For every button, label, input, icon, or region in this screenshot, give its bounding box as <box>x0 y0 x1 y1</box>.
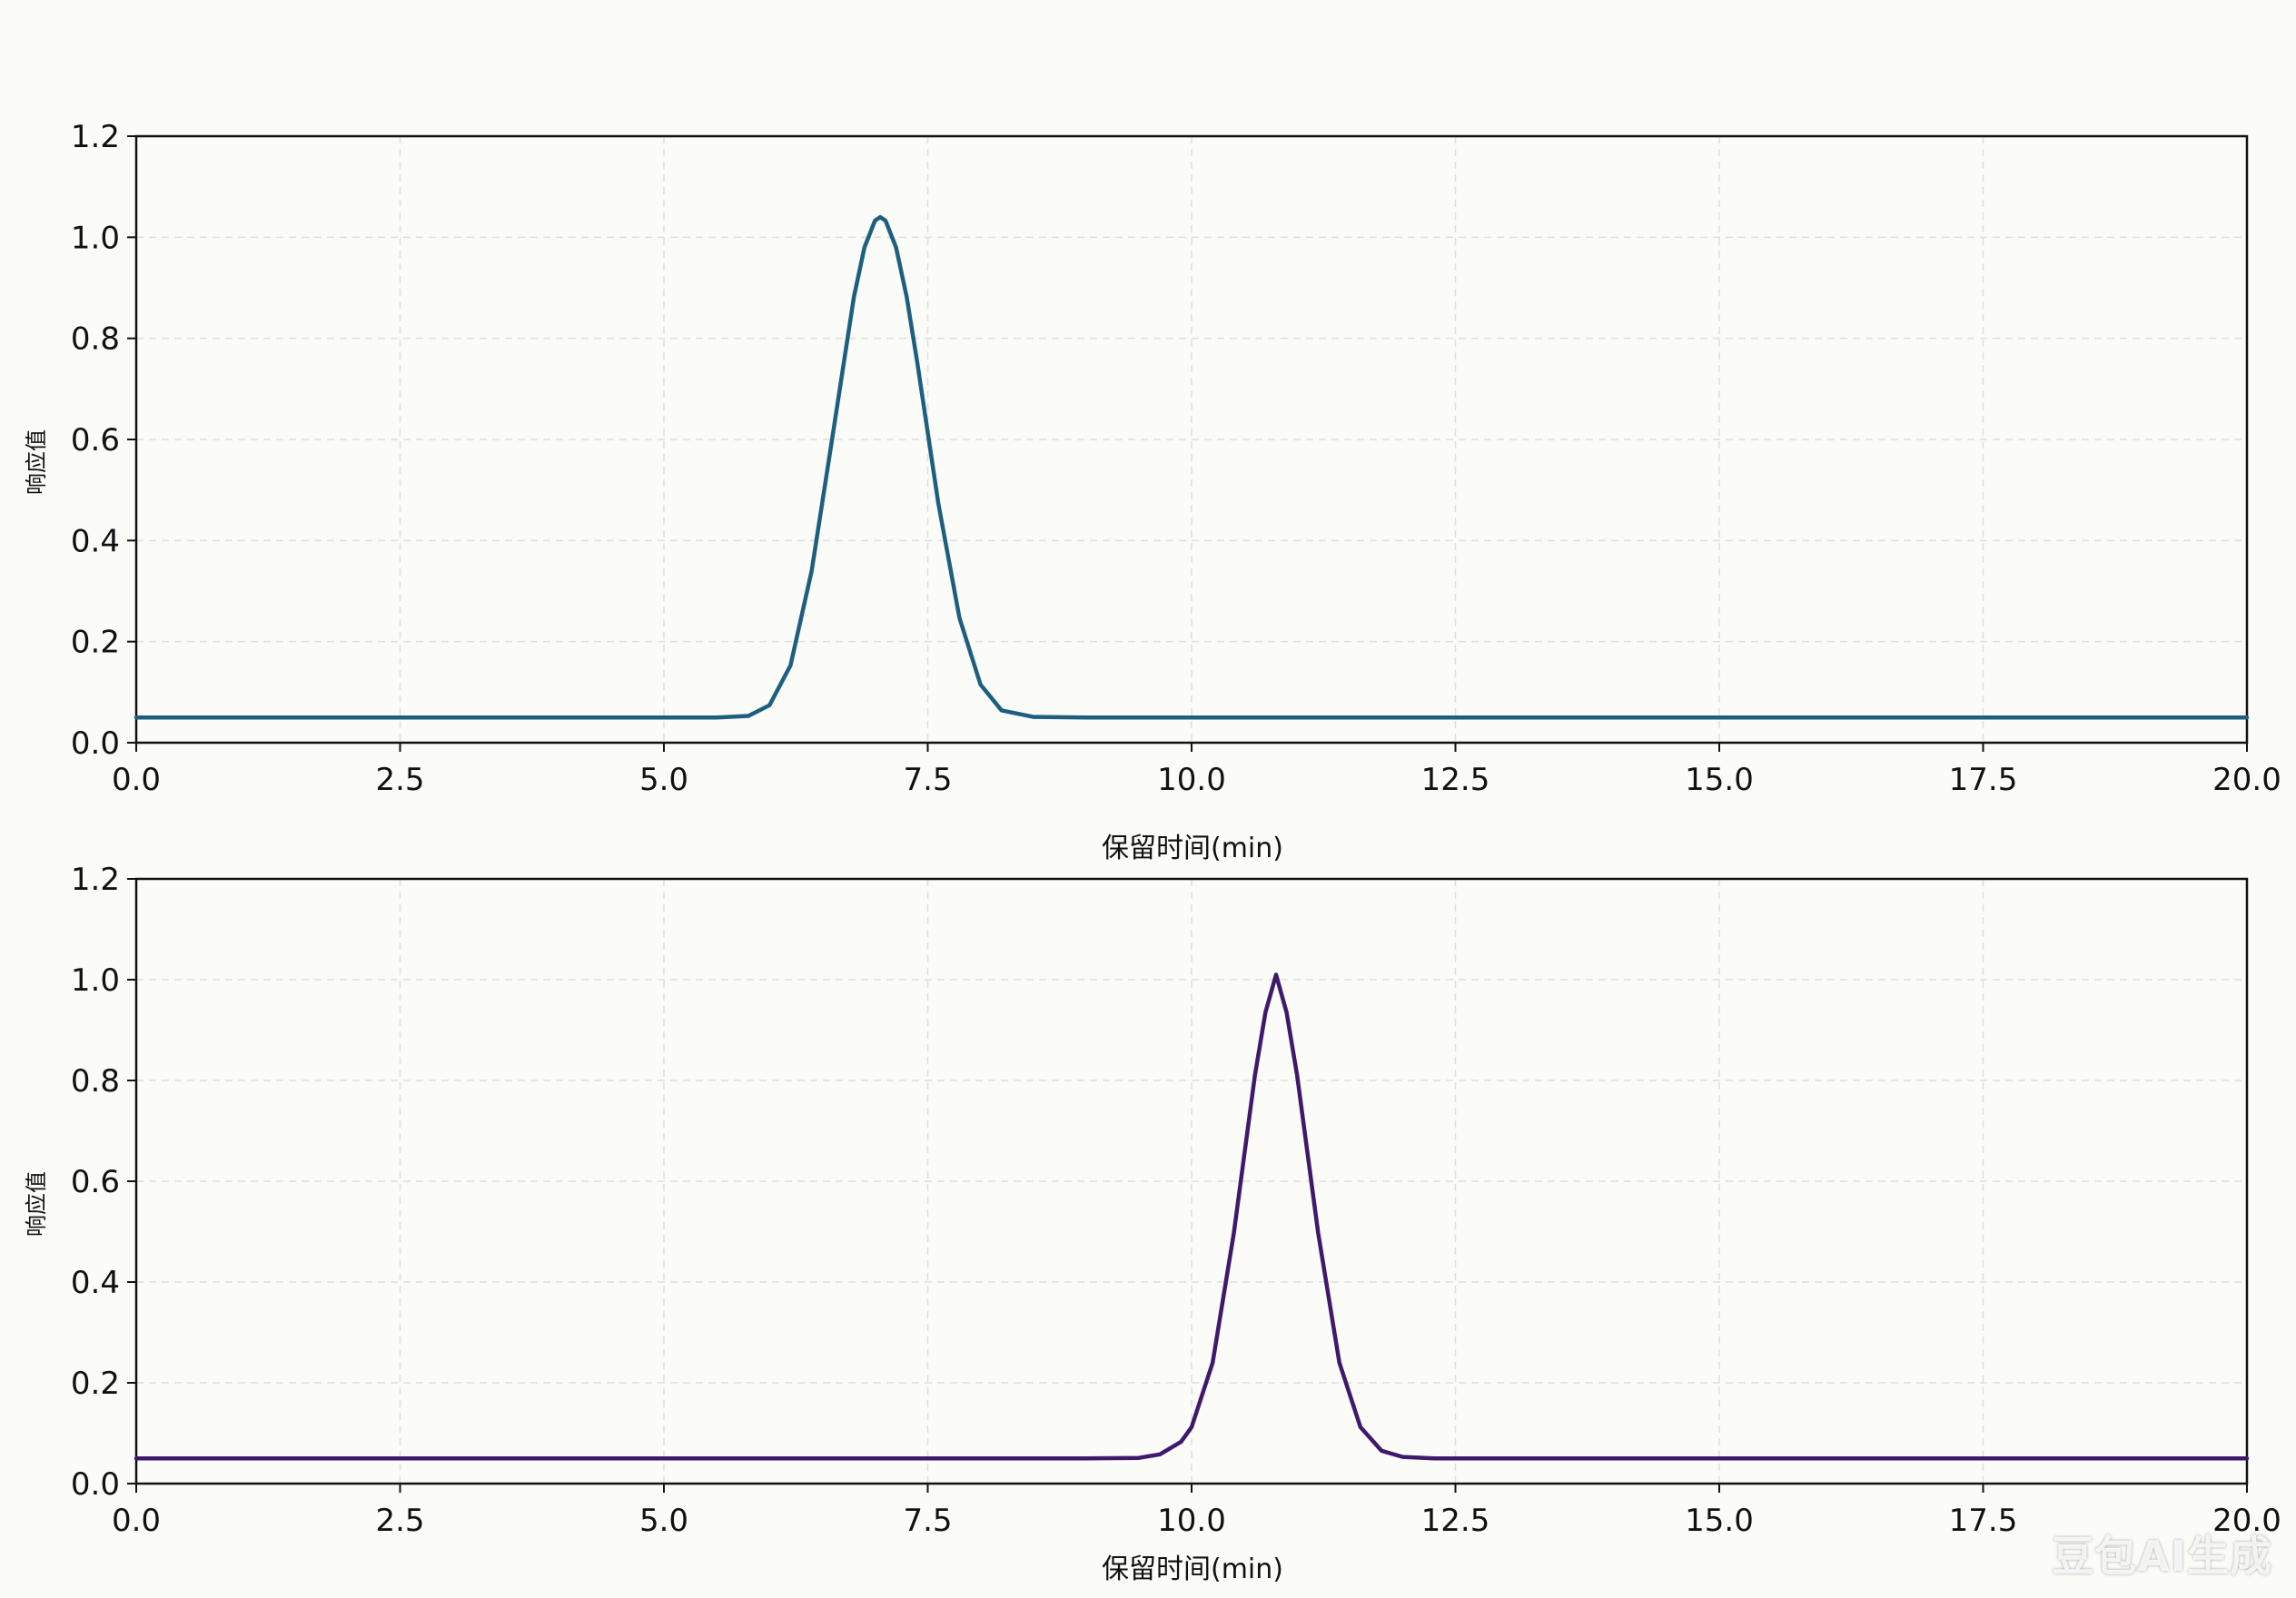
x-tick-label: 17.5 <box>1949 762 2018 798</box>
x-tick-label: 5.0 <box>639 1503 688 1539</box>
series-line <box>134 972 2250 1461</box>
chart-top: 0.0 2.5 5.0 7.5 10.0 12.5 15.0 17.5 20.0 0.0 0.2 0.… <box>24 119 2281 864</box>
x-tick-label: 15.0 <box>1685 762 1754 798</box>
y-tick-label: 1.2 <box>71 119 120 155</box>
y-tick-label: 0.8 <box>71 321 120 358</box>
x-tick-label: 2.5 <box>375 762 424 798</box>
y-tick-label: 0.4 <box>71 1265 120 1301</box>
x-axis-title: 保留时间(min) <box>1102 833 1283 864</box>
y-tick-label: 0.0 <box>71 725 120 762</box>
x-tick-label: 10.0 <box>1157 1503 1226 1539</box>
x-tick-label: 5.0 <box>639 762 688 798</box>
x-tick-label: 12.5 <box>1421 762 1490 798</box>
y-tick-label: 0.0 <box>71 1466 120 1503</box>
y-tick-label: 0.6 <box>71 422 120 459</box>
y-tick-label: 0.2 <box>71 1366 120 1402</box>
x-tick-label: 10.0 <box>1157 762 1226 798</box>
series-line <box>134 214 2250 720</box>
x-tick-label: 7.5 <box>903 1503 952 1539</box>
x-tick-label: 15.0 <box>1685 1503 1754 1539</box>
x-axis-title: 保留时间(min) <box>1102 1554 1283 1585</box>
y-tick-label: 0.6 <box>71 1164 120 1200</box>
y-tick-label: 0.4 <box>71 523 120 559</box>
y-tick-label: 0.8 <box>71 1063 120 1100</box>
x-tick-label: 12.5 <box>1421 1503 1490 1539</box>
y-axis-title: 响应值 <box>24 429 49 495</box>
y-tick-label: 1.0 <box>71 220 120 256</box>
x-tick-label: 17.5 <box>1949 1503 2018 1539</box>
y-tick-label: 1.0 <box>71 962 120 999</box>
x-tick-label: 2.5 <box>375 1503 424 1539</box>
y-tick-label: 1.2 <box>71 862 120 898</box>
x-tick-label: 0.0 <box>112 1503 161 1539</box>
x-tick-label: 20.0 <box>2212 1503 2281 1539</box>
x-tick-label: 7.5 <box>903 762 952 798</box>
y-tick-label: 0.2 <box>71 625 120 661</box>
y-axis-title: 响应值 <box>24 1171 49 1237</box>
x-tick-label: 20.0 <box>2212 762 2281 798</box>
x-tick-label: 0.0 <box>112 762 161 798</box>
chart-bottom: 0.0 2.5 5.0 7.5 10.0 12.5 15.0 17.5 20.0 0.0 0.2 0.… <box>24 862 2281 1585</box>
watermark: 豆包AI生成 <box>2052 1532 2272 1581</box>
